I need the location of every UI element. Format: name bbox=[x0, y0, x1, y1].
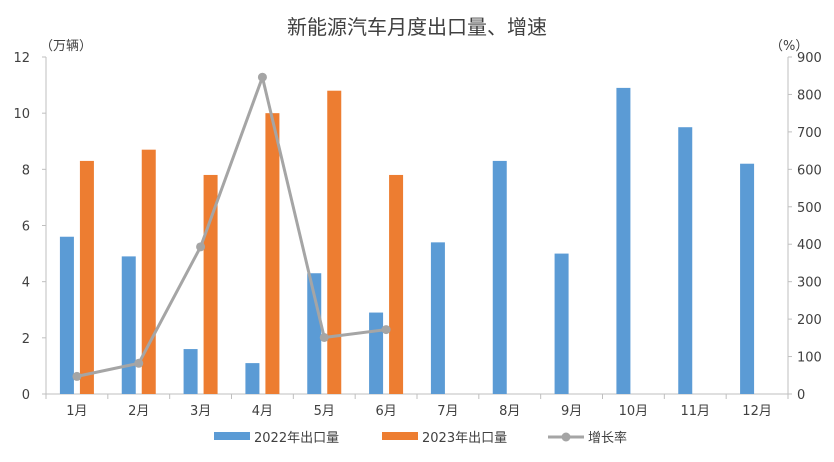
chart-title: 新能源汽车月度出口量、增速 bbox=[287, 15, 547, 39]
x-axis-tick-label: 12月 bbox=[742, 404, 772, 419]
legend-swatch-marker bbox=[561, 432, 571, 442]
bar-2023 bbox=[141, 149, 156, 394]
x-axis-tick-label: 8月 bbox=[499, 404, 520, 419]
x-axis-tick-label: 4月 bbox=[252, 404, 273, 419]
bar-2022 bbox=[678, 127, 693, 394]
bar-2022 bbox=[307, 273, 322, 394]
bar-2022 bbox=[492, 160, 507, 394]
right-axis-tick-label: 800 bbox=[797, 88, 822, 103]
right-axis-tick-label: 600 bbox=[797, 163, 822, 178]
bar-2022 bbox=[121, 256, 136, 394]
legend-swatch bbox=[214, 432, 250, 440]
x-axis-tick-label: 10月 bbox=[619, 404, 649, 419]
bar-2022 bbox=[369, 312, 384, 394]
x-axis-tick-label: 9月 bbox=[561, 404, 582, 419]
left-axis-tick-label: 8 bbox=[22, 163, 30, 178]
left-axis-tick-label: 10 bbox=[13, 107, 30, 122]
x-axis-tick-label: 6月 bbox=[375, 404, 396, 419]
bar-2022 bbox=[245, 363, 260, 394]
growth-rate-point bbox=[257, 72, 267, 82]
growth-rate-point bbox=[134, 358, 144, 368]
legend-label: 增长率 bbox=[588, 430, 627, 446]
right-axis-tick-label: 900 bbox=[797, 51, 822, 66]
right-axis-tick-label: 100 bbox=[797, 351, 822, 366]
x-axis-tick-label: 1月 bbox=[66, 404, 87, 419]
right-axis-tick-label: 400 bbox=[797, 238, 822, 253]
left-axis-tick-label: 4 bbox=[22, 276, 30, 291]
x-axis-tick-label: 11月 bbox=[680, 404, 710, 419]
right-axis-tick-label: 500 bbox=[797, 201, 822, 216]
growth-rate-line bbox=[76, 75, 387, 378]
right-axis-tick-label: 0 bbox=[797, 388, 805, 403]
legend-label: 2023年出口量 bbox=[422, 431, 507, 446]
left-axis-tick-label: 2 bbox=[22, 332, 30, 347]
growth-rate-point bbox=[381, 325, 391, 335]
x-axis-tick-label: 3月 bbox=[190, 404, 211, 419]
left-axis-unit: （万辆） bbox=[40, 39, 92, 54]
right-axis-unit: （%） bbox=[770, 39, 808, 54]
bar-2023 bbox=[79, 160, 94, 394]
left-axis-tick-label: 0 bbox=[22, 388, 30, 403]
left-axis-tick-label: 6 bbox=[22, 220, 30, 235]
legend-swatch bbox=[382, 432, 418, 440]
x-axis-tick-label: 5月 bbox=[314, 404, 335, 419]
x-axis-tick-label: 7月 bbox=[437, 404, 458, 419]
legend-label: 2022年出口量 bbox=[254, 431, 339, 446]
bar-2022 bbox=[183, 349, 198, 394]
growth-rate-point bbox=[196, 242, 206, 252]
right-axis-tick-label: 200 bbox=[797, 313, 822, 328]
left-axis-tick-label: 12 bbox=[13, 51, 30, 66]
bar-2022 bbox=[430, 242, 445, 394]
bar-2022 bbox=[616, 87, 631, 395]
legend: 2022年出口量 2023年出口量 增长率 bbox=[214, 430, 627, 446]
x-axis-tick-label: 2月 bbox=[128, 404, 149, 419]
right-axis-tick-label: 700 bbox=[797, 126, 822, 141]
plot-area: 0 2 4 6 8 10 12 0 100 200 300 400 500 600 700 800 900 1月 2… bbox=[13, 51, 821, 419]
bar-2022 bbox=[554, 253, 569, 394]
bar-2023 bbox=[327, 90, 342, 394]
growth-rate-point bbox=[72, 371, 82, 381]
bar-2023 bbox=[265, 113, 280, 395]
bar-2022 bbox=[59, 236, 74, 394]
growth-rate-point bbox=[319, 332, 329, 342]
bar-2023 bbox=[389, 174, 404, 394]
right-axis-tick-label: 300 bbox=[797, 276, 822, 291]
bar-2022 bbox=[740, 163, 755, 394]
